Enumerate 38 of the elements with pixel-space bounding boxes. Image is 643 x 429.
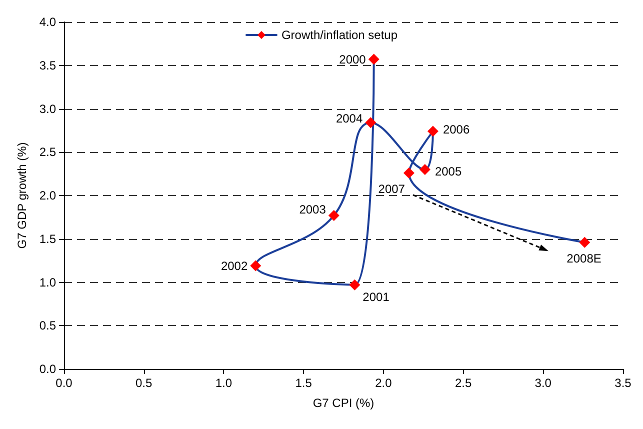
point bbox=[250, 260, 262, 272]
point bbox=[349, 279, 360, 290]
x-tick-label: 2.5 bbox=[454, 376, 472, 390]
x-tick-label: 0.5 bbox=[136, 376, 153, 390]
point bbox=[427, 126, 438, 137]
x-tick-label: 3.0 bbox=[534, 376, 552, 390]
annotation: 2008E bbox=[566, 251, 602, 266]
point bbox=[419, 164, 430, 175]
y-tick-label: 2.5 bbox=[39, 145, 56, 160]
x-tick-label: 1.5 bbox=[295, 376, 312, 390]
annotation: 2004 bbox=[336, 112, 363, 126]
annotation: 2007 bbox=[378, 182, 406, 196]
point bbox=[579, 236, 590, 248]
y-tick-label: 1.5 bbox=[39, 232, 56, 246]
annotation: 2001 bbox=[362, 290, 390, 304]
y-tick-label: 0.5 bbox=[39, 318, 56, 333]
y-tick-label: 3.0 bbox=[39, 102, 56, 116]
legend-label: Growth/inflation setup bbox=[281, 28, 398, 42]
y-tick-label: 4.0 bbox=[39, 15, 56, 29]
x-tick-label: 3.5 bbox=[614, 376, 632, 390]
x-axis-title: G7 CPI (%) bbox=[312, 396, 374, 410]
point bbox=[365, 117, 376, 128]
y-tick-label: 0.0 bbox=[39, 362, 56, 376]
point bbox=[328, 210, 340, 221]
annotation: 2005 bbox=[434, 164, 462, 178]
y-tick-label: 2.0 bbox=[39, 188, 56, 202]
y-axis-title: G7 GDP growth (%) bbox=[15, 142, 29, 249]
x-tick-label: 2.0 bbox=[375, 376, 392, 390]
x-tick-label: 0.0 bbox=[56, 376, 73, 390]
point bbox=[403, 167, 414, 178]
y-tick-label: 3.5 bbox=[39, 58, 56, 72]
point bbox=[368, 54, 380, 65]
annotation: 2002 bbox=[220, 258, 248, 273]
annotation: 2006 bbox=[442, 122, 470, 136]
y-tick-label: 1.0 bbox=[39, 275, 56, 290]
annotation: 2000 bbox=[339, 52, 366, 66]
annotation: 2003 bbox=[299, 202, 326, 216]
x-tick-label: 1.0 bbox=[215, 376, 232, 390]
